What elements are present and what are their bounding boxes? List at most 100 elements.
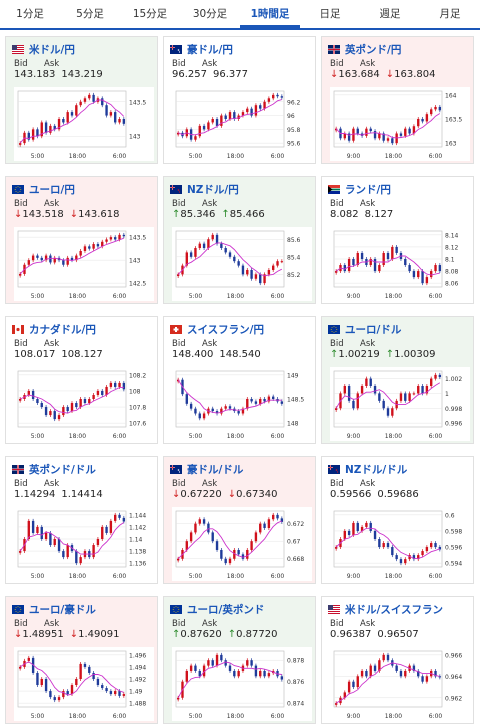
pair-name-link[interactable]: ユーロ/円 <box>29 183 75 196</box>
pair-name-link[interactable]: ユーロ/英ポンド <box>187 603 265 616</box>
quote-values: 0.59566 0.59686 <box>330 489 469 500</box>
currency-card[interactable]: 米ドル/スイスフラン Bid Ask 0.96387 0.96507 0.966 0.964… <box>321 596 474 724</box>
ask-value-wrap: ↓163.804 <box>386 69 436 80</box>
mini-chart[interactable]: 96.2 96 95.8 95.6 5:00 18:00 6:00 <box>172 87 312 161</box>
candle-body <box>96 539 100 546</box>
bid-label: Bid <box>14 199 28 209</box>
mini-chart[interactable]: 0.672 0.67 0.668 5:00 18:00 6:00 <box>172 507 312 581</box>
candle-body <box>36 399 39 404</box>
currency-card[interactable]: NZドル/円 Bid Ask ↑85.346 ↑85.466 85.6 85.4 85.2 5:… <box>163 176 316 304</box>
x-tick-label: 18:00 <box>227 713 244 720</box>
y-tick-label: 8.1 <box>445 257 455 264</box>
candle-body <box>185 252 188 266</box>
currency-card[interactable]: ユーロ/ドル Bid Ask ↑1.00219 ↑1.00309 1.002 1 0.998 0… <box>321 316 474 444</box>
mini-chart[interactable]: 1.144 1.142 1.14 1.138 1.136 5:00 18:00 6:00 <box>14 507 154 581</box>
candle-body <box>105 105 108 116</box>
candle-body <box>438 106 442 111</box>
pair-name-link[interactable]: ランド/円 <box>345 183 391 196</box>
tab-1[interactable]: 1分足 <box>16 8 44 20</box>
candle-body <box>343 386 346 394</box>
y-tick-label: 148 <box>287 421 299 428</box>
currency-card[interactable]: 米ドル/円 Bid Ask 143.183 143.219 143.5 143 5:00 18:… <box>5 36 158 164</box>
mini-chart[interactable]: 1.496 1.494 1.492 1.49 1.488 5:00 18:00 6:00 <box>14 647 154 721</box>
candle-body <box>207 239 210 249</box>
candle-body <box>425 547 429 552</box>
tab-8[interactable]: 月足 <box>439 8 461 20</box>
mini-chart[interactable]: 1.002 1 0.998 0.996 9:00 18:00 6:00 <box>330 367 470 441</box>
pair-name-link[interactable]: 米ドル/スイスフラン <box>345 603 444 616</box>
currency-card[interactable]: 英ポンド/ドル Bid Ask 1.14294 1.14414 1.144 1.142 1.1… <box>5 456 158 584</box>
candle-body <box>185 670 188 682</box>
mini-chart[interactable]: 143.5 143 142.5 5:00 18:00 6:00 <box>14 227 154 301</box>
candle-body <box>114 382 117 387</box>
chart-frame <box>175 230 285 288</box>
pair-name-link[interactable]: NZドル/ドル <box>345 463 408 476</box>
ask-value: 1.14414 <box>61 489 103 500</box>
currency-card[interactable]: ユーロ/豪ドル Bid Ask ↓1.48951 ↓1.49091 1.496 1.494 1… <box>5 596 158 724</box>
candlestick-chart: 143.5 143 142.5 5:00 18:00 6:00 <box>17 230 146 300</box>
candle-body <box>49 411 52 416</box>
candle-body <box>334 703 338 705</box>
pair-name-link[interactable]: 英ポンド/円 <box>345 43 402 56</box>
candle-body <box>66 545 69 558</box>
candle-body <box>96 390 100 395</box>
candle-body <box>176 132 180 135</box>
mini-chart[interactable]: 0.878 0.876 0.874 5:00 18:00 6:00 <box>172 647 312 721</box>
candle-body <box>31 255 35 261</box>
pair-name-link[interactable]: スイスフラン/円 <box>187 323 265 336</box>
mini-chart[interactable]: 143.5 143 5:00 18:00 6:00 <box>14 87 154 161</box>
candle-body <box>246 399 249 409</box>
currency-card[interactable]: スイスフラン/円 Bid Ask 148.400 148.540 149 148.5 148 5… <box>163 316 316 444</box>
pair-name-link[interactable]: 豪ドル/ドル <box>187 463 244 476</box>
mini-chart[interactable]: 8.14 8.12 8.1 8.08 8.06 9:00 18:00 6:00 <box>330 227 470 301</box>
currency-card[interactable]: NZドル/ドル Bid Ask 0.59566 0.59686 0.6 0.598 0.596… <box>321 456 474 584</box>
moving-average-line <box>177 242 283 277</box>
pair-name-link[interactable]: ユーロ/豪ドル <box>29 603 96 616</box>
timeframe-tabs: 1分足 5分足 15分足 30分足 1時間足 日足 週足 月足 <box>0 0 480 30</box>
currency-card[interactable]: ランド/円 Bid Ask 8.082 8.127 8.14 8.12 8.1 8.08 8.06… <box>321 176 474 304</box>
tab-2[interactable]: 5分足 <box>76 8 104 20</box>
candle-body <box>378 539 381 548</box>
candle-body <box>378 660 381 671</box>
candle-body <box>404 259 407 266</box>
candle-body <box>356 393 359 409</box>
bid-value: 85.346 <box>180 209 216 220</box>
candle-body <box>334 271 338 273</box>
moving-average-line <box>19 99 125 144</box>
tab-7[interactable]: 週足 <box>379 8 401 20</box>
pair-name-link[interactable]: 米ドル/円 <box>29 43 75 56</box>
ch-flag-icon <box>170 324 182 334</box>
mini-chart[interactable]: 0.966 0.964 0.962 9:00 18:00 6:00 <box>330 647 470 721</box>
tab-6[interactable]: 日足 <box>319 8 341 20</box>
currency-card[interactable]: 豪ドル/円 Bid Ask 96.257 96.377 96.2 96 95.8 95.6 5:0… <box>163 36 316 164</box>
candle-body <box>79 663 82 679</box>
mini-chart[interactable]: 149 148.5 148 5:00 18:00 6:00 <box>172 367 312 441</box>
currency-card[interactable]: 英ポンド/円 Bid Ask ↓163.684 ↓163.804 164 163.5 163 9… <box>321 36 474 164</box>
currency-card[interactable]: ユーロ/円 Bid Ask ↓143.518 ↓143.618 143.5 143 142.5… <box>5 176 158 304</box>
moving-average-line <box>335 382 441 409</box>
arrow-down-icon: ↓ <box>330 69 339 80</box>
currency-card[interactable]: 豪ドル/ドル Bid Ask ↓0.67220 ↓0.67340 0.672 0.67 0.6… <box>163 456 316 584</box>
mini-chart[interactable]: 0.6 0.598 0.596 0.594 9:00 18:00 6:00 <box>330 507 470 581</box>
tab-3[interactable]: 15分足 <box>132 8 168 20</box>
currency-card[interactable]: ユーロ/英ポンド Bid Ask ↑0.87620 ↑0.87720 0.878 0.876… <box>163 596 316 724</box>
x-tick-label: 6:00 <box>429 573 443 580</box>
pair-name-link[interactable]: 豪ドル/円 <box>187 43 233 56</box>
pair-name-link[interactable]: ユーロ/ドル <box>345 323 402 336</box>
pair-name-link[interactable]: NZドル/円 <box>187 183 239 196</box>
tab-4[interactable]: 30分足 <box>192 8 228 20</box>
currency-card[interactable]: カナダドル/円 Bid Ask 108.017 108.127 108.2 108 107.8… <box>5 316 158 444</box>
tab-5[interactable]: 1時間足 <box>240 0 300 28</box>
candle-body <box>434 670 437 677</box>
mini-chart[interactable]: 108.2 108 107.8 107.6 5:00 18:00 6:00 <box>14 367 154 441</box>
pair-name-link[interactable]: 英ポンド/ドル <box>29 463 96 476</box>
candle-body <box>352 400 355 409</box>
mini-chart[interactable]: 85.6 85.4 85.2 5:00 18:00 6:00 <box>172 227 312 301</box>
y-tick-label: 0.594 <box>445 561 462 568</box>
card-header: ユーロ/英ポンド <box>170 601 311 617</box>
mini-chart[interactable]: 164 163.5 163 9:00 18:00 6:00 <box>330 87 470 161</box>
y-tick-label: 163.5 <box>445 117 462 124</box>
pair-name-link[interactable]: カナダドル/円 <box>29 323 96 336</box>
candle-body <box>66 257 69 265</box>
candle-body <box>92 545 95 558</box>
